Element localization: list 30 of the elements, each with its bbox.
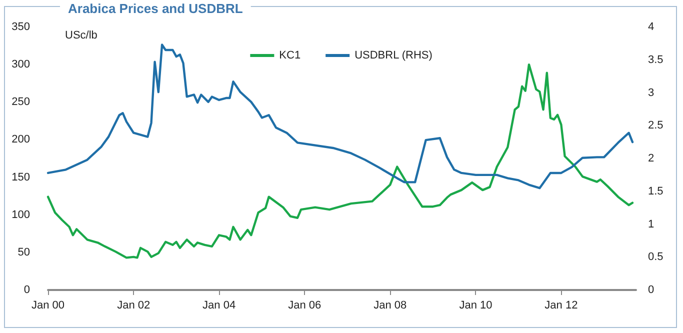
y2-tick-label: 3.5 (648, 54, 664, 66)
line-series (46, 44, 634, 190)
y2-tick-label: 0 (648, 284, 654, 296)
y2-tick-label: 1 (648, 218, 654, 230)
x-tick-label: Jan 04 (202, 300, 236, 312)
y-tick-label: 0 (24, 284, 30, 296)
x-tick-label: Jan 06 (288, 300, 322, 312)
y2-tick-label: 2.5 (648, 120, 664, 132)
legend-label: USDBRL (RHS) (354, 50, 432, 62)
y-tick-label: 250 (12, 96, 30, 108)
y2-tick-label: 1.5 (648, 185, 664, 198)
line-series (46, 63, 634, 259)
y-tick-label: 150 (12, 171, 30, 184)
x-tick-label: Jan 10 (459, 300, 492, 312)
y-tick-label: 200 (12, 134, 30, 146)
x-tick-label: Jan 00 (31, 300, 65, 312)
y-axis-title: USc/lb (65, 30, 98, 42)
y2-tick-label: 0.5 (648, 251, 664, 264)
x-tick-label: Jan 08 (374, 300, 407, 312)
x-tick-label: Jan 02 (117, 300, 150, 312)
chart-title: Arabica Prices and USDBRL (68, 1, 243, 16)
y-tick-label: 300 (12, 58, 30, 71)
y-tick-label: 100 (12, 208, 30, 221)
y2-tick-label: 4 (648, 21, 654, 33)
y-tick-label: 350 (12, 21, 30, 33)
y-tick-label: 50 (18, 246, 30, 258)
legend-label: KC1 (279, 50, 301, 62)
y2-tick-label: 3 (648, 86, 654, 99)
x-tick-label: Jan 12 (544, 300, 578, 312)
y2-tick-label: 2 (648, 152, 654, 164)
